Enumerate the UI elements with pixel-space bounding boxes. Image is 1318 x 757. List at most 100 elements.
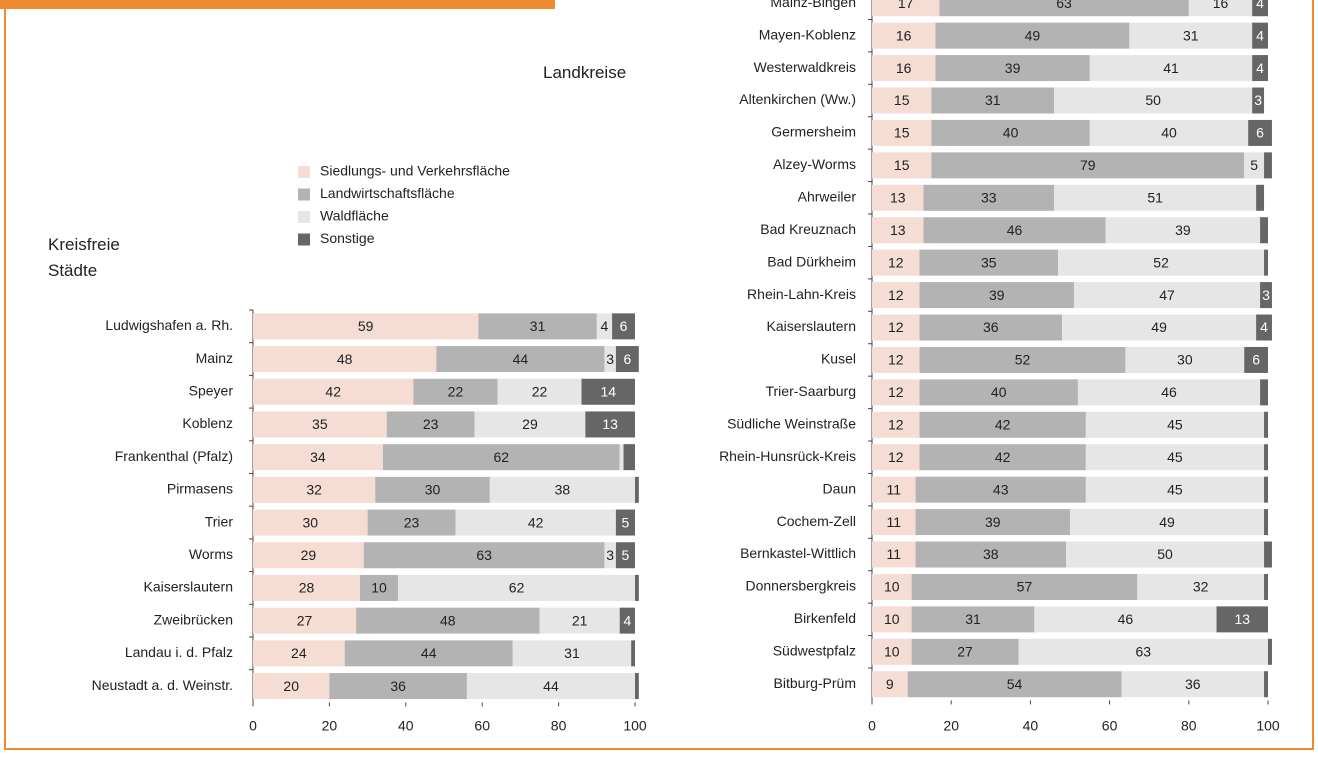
bar-segment bbox=[635, 574, 639, 601]
value-label: 16 bbox=[896, 27, 912, 43]
bar-segment bbox=[915, 541, 1067, 568]
value-label: 12 bbox=[888, 417, 904, 433]
bar-segment bbox=[931, 119, 1090, 146]
bar-segment bbox=[615, 509, 635, 536]
bar-segment bbox=[1252, 0, 1268, 17]
bar-segment bbox=[1089, 119, 1249, 146]
category-label: Rhein-Lahn-Kreis bbox=[747, 286, 856, 302]
frame bbox=[4, 0, 1314, 750]
chart-title: Kreisfreie Städte bbox=[48, 235, 120, 280]
legend-swatch bbox=[298, 233, 310, 246]
value-label: 6 bbox=[623, 351, 631, 367]
category-label: Mayen-Koblenz bbox=[759, 26, 856, 42]
value-label: 22 bbox=[532, 383, 548, 399]
bar-segment bbox=[363, 542, 605, 569]
value-label: 40 bbox=[1161, 125, 1177, 141]
bar-segment bbox=[1244, 152, 1265, 179]
bar-segment bbox=[1058, 249, 1265, 276]
bar-segment bbox=[436, 346, 605, 373]
category-label: Worms bbox=[189, 546, 233, 562]
bar-segment bbox=[497, 378, 582, 405]
bar-segment bbox=[253, 411, 387, 438]
bar-segment bbox=[1264, 509, 1268, 536]
bar-segment bbox=[619, 607, 635, 634]
bar-segment bbox=[1264, 444, 1268, 471]
category-label: Frankenthal (Pfalz) bbox=[115, 448, 233, 464]
category-label: Bernkastel-Wittlich bbox=[740, 545, 856, 561]
value-label: 30 bbox=[303, 514, 319, 530]
bar-segment bbox=[872, 55, 936, 82]
value-label: 11 bbox=[887, 546, 902, 562]
bar-segment bbox=[872, 152, 932, 179]
value-label: 11 bbox=[887, 514, 902, 530]
bar-segment bbox=[253, 444, 383, 471]
legend-label: Waldfläche bbox=[320, 208, 389, 224]
bar-segment bbox=[919, 444, 1086, 471]
category-label: Altenkirchen (Ww.) bbox=[739, 91, 856, 107]
value-label: 57 bbox=[1017, 579, 1033, 595]
value-label: 43 bbox=[993, 481, 1009, 497]
value-label: 13 bbox=[890, 189, 906, 205]
bar-segment bbox=[1248, 119, 1272, 146]
bar-segment bbox=[631, 640, 635, 667]
bar-segment bbox=[635, 476, 639, 503]
value-label: 23 bbox=[423, 416, 439, 432]
bar-segment bbox=[931, 152, 1245, 179]
value-label: 62 bbox=[509, 580, 525, 596]
value-label: 62 bbox=[494, 449, 510, 465]
bar-segment bbox=[919, 379, 1078, 406]
bar-segment bbox=[1085, 476, 1265, 503]
value-label: 42 bbox=[325, 383, 341, 399]
value-label: 22 bbox=[448, 383, 464, 399]
bar-segment bbox=[1018, 638, 1268, 665]
bar-segment bbox=[1260, 282, 1272, 309]
value-label: 6 bbox=[1252, 352, 1260, 368]
value-label: 12 bbox=[888, 449, 904, 465]
value-label: 12 bbox=[888, 254, 904, 270]
value-label: 38 bbox=[555, 482, 571, 498]
bar-segment bbox=[474, 411, 586, 438]
category-label: Cochem-Zell bbox=[777, 513, 856, 529]
bar-segment bbox=[1066, 541, 1265, 568]
bar-segment bbox=[872, 509, 916, 536]
value-label: 3 bbox=[606, 547, 614, 563]
bar-segment bbox=[253, 574, 360, 601]
bar-segment bbox=[935, 55, 1090, 82]
bar-segment bbox=[512, 640, 632, 667]
category-label: Kaiserslautern bbox=[767, 318, 857, 334]
value-label: 42 bbox=[995, 417, 1011, 433]
bar-segment bbox=[872, 379, 920, 406]
category-label: Südwestpfalz bbox=[773, 643, 856, 659]
bar-segment bbox=[872, 346, 920, 373]
category-label: Landau i. d. Pfalz bbox=[125, 644, 233, 660]
chart-title: Landkreise bbox=[543, 63, 627, 82]
value-label: 34 bbox=[310, 449, 326, 465]
bar-segment bbox=[907, 671, 1122, 698]
value-label: 46 bbox=[1118, 611, 1134, 627]
value-label: 29 bbox=[522, 416, 538, 432]
bar-segment bbox=[1252, 87, 1265, 114]
bar-segment bbox=[1264, 541, 1272, 568]
bar-segment bbox=[1070, 509, 1265, 536]
bar-segment bbox=[382, 444, 620, 471]
bar-segment bbox=[386, 411, 475, 438]
value-label: 31 bbox=[564, 645, 580, 661]
bar-segment bbox=[872, 541, 916, 568]
category-label: Westerwaldkreis bbox=[754, 59, 856, 75]
value-label: 3 bbox=[606, 351, 614, 367]
bar-segment bbox=[872, 217, 924, 244]
value-label: 15 bbox=[894, 157, 910, 173]
category-label: Zweibrücken bbox=[154, 611, 233, 627]
bar-segment bbox=[911, 573, 1138, 600]
value-label: 42 bbox=[528, 514, 544, 530]
value-label: 35 bbox=[312, 416, 328, 432]
value-label: 52 bbox=[1153, 254, 1169, 270]
value-label: 39 bbox=[1005, 60, 1021, 76]
category-label: Ludwigshafen a. Rh. bbox=[105, 317, 233, 333]
bar-segment bbox=[398, 574, 635, 601]
x-tick-label: 100 bbox=[623, 718, 647, 734]
value-label: 79 bbox=[1080, 157, 1096, 173]
value-label: 4 bbox=[623, 612, 631, 628]
value-label: 59 bbox=[358, 318, 374, 334]
